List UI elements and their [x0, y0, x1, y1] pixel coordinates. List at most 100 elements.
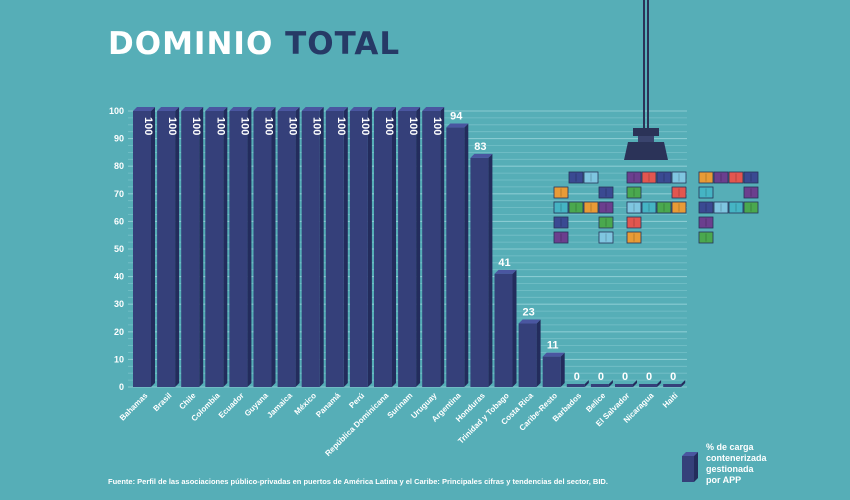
container-block: [728, 201, 744, 214]
bar-top: [446, 123, 469, 128]
bar: [663, 384, 682, 387]
container-block: [568, 171, 584, 184]
legend-swatch: [694, 452, 698, 482]
data-label: 100: [238, 117, 250, 135]
container-block: [698, 231, 714, 244]
bar: [566, 384, 585, 387]
container-block: [656, 201, 672, 214]
data-label: 0: [574, 371, 580, 383]
data-label: 100: [166, 117, 178, 135]
data-label: 41: [498, 257, 510, 269]
container-block: [713, 201, 729, 214]
bar-side: [488, 153, 493, 387]
bar: [446, 127, 465, 387]
crane-hook-icon: [638, 136, 654, 142]
bar: [205, 111, 224, 387]
data-label: 100: [190, 117, 202, 135]
y-tick-label: 0: [119, 382, 124, 392]
bar-side: [440, 107, 445, 387]
data-label: 83: [474, 141, 486, 153]
bar: [253, 111, 272, 387]
bar-top: [229, 107, 252, 111]
container-block: [743, 171, 759, 184]
container-block: [598, 201, 614, 214]
bar: [590, 384, 609, 387]
data-label: 23: [522, 307, 534, 319]
bar-side: [367, 107, 372, 387]
legend-line: % de carga: [706, 442, 754, 452]
container-block: [598, 231, 614, 244]
x-tick-label: Jamaica: [265, 391, 294, 420]
y-tick-label: 60: [114, 216, 124, 226]
container-block: [583, 171, 599, 184]
bar-side: [199, 107, 204, 387]
container-block: [626, 216, 642, 229]
legend-swatch: [682, 456, 694, 482]
crane-hook-icon: [633, 128, 659, 136]
bar: [374, 111, 392, 387]
container-block: [626, 201, 642, 214]
bar: [494, 273, 513, 387]
container-block: [728, 171, 744, 184]
bar: [422, 111, 441, 387]
bar-side: [584, 380, 589, 387]
data-label: 100: [214, 117, 226, 135]
container-block: [698, 186, 714, 199]
data-label: 100: [335, 117, 347, 135]
container-block: [641, 201, 657, 214]
bar-side: [560, 352, 565, 387]
bar: [542, 356, 561, 387]
bar-side: [681, 380, 686, 387]
bar: [639, 384, 658, 387]
x-tick-label: Chile: [177, 391, 198, 412]
y-tick-label: 80: [114, 161, 124, 171]
y-tick-label: 90: [114, 134, 124, 144]
data-label: 0: [598, 371, 604, 383]
bar: [157, 111, 176, 387]
data-label: 100: [383, 117, 395, 135]
data-label: 0: [622, 371, 628, 383]
data-label: 100: [263, 117, 275, 135]
bar-top: [518, 319, 541, 324]
container-block: [626, 186, 642, 199]
bar-top: [374, 107, 396, 111]
bar-top: [398, 107, 421, 111]
container-block: [641, 171, 657, 184]
data-label: 100: [407, 117, 419, 135]
container-block: [568, 201, 584, 214]
bar-side: [657, 380, 662, 387]
container-block: [713, 171, 729, 184]
bar: [398, 111, 417, 387]
bar: [229, 111, 248, 387]
container-block: [671, 186, 687, 199]
bar: [325, 111, 344, 387]
crane-spreader-icon: [624, 142, 668, 160]
legend: % de carga contenerizada gestionada por …: [706, 442, 816, 486]
y-tick-label: 50: [114, 244, 124, 254]
x-tick-label: Haití: [661, 391, 680, 410]
y-tick-label: 100: [109, 106, 124, 116]
data-label: 100: [287, 117, 299, 135]
bar-side: [633, 380, 637, 387]
bar: [470, 157, 489, 387]
bar-top: [349, 107, 372, 111]
bar-top: [277, 107, 300, 111]
bar-side: [512, 269, 517, 387]
bar-side: [319, 107, 324, 387]
x-tick-label: Panamá: [314, 391, 342, 419]
container-block: [671, 171, 687, 184]
container-block: [698, 201, 714, 214]
bar-side: [416, 107, 421, 387]
bar-side: [295, 107, 300, 387]
bar-top: [494, 269, 517, 274]
legend-line: gestionada: [706, 464, 754, 474]
container-block: [671, 201, 687, 214]
bar-top: [133, 107, 155, 111]
bar-top: [205, 107, 228, 111]
bar-side: [151, 107, 155, 387]
chart-title: DOMINIO TOTAL: [108, 26, 401, 62]
bar: [277, 111, 296, 387]
legend-line: contenerizada: [706, 453, 767, 463]
